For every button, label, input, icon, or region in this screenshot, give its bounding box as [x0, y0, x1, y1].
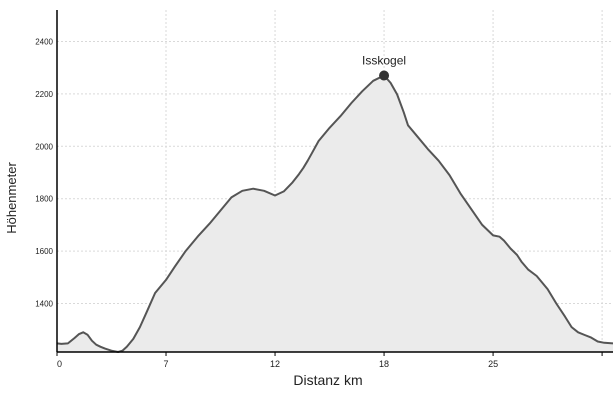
- annotation-layer: Isskogel: [362, 54, 406, 81]
- axis-layer: [56, 10, 613, 353]
- tick-layer: 1400 1600 1800 2000 2200 2400 0 7 12 18 25: [35, 37, 603, 369]
- y-tick-label: 1800: [35, 195, 53, 204]
- y-axis-title: Höhenmeter: [4, 162, 19, 234]
- y-tick-label: 1600: [35, 247, 53, 256]
- x-tick-label: 12: [270, 359, 280, 369]
- area-layer: [56, 74, 613, 353]
- x-axis-title: Distanz km: [293, 372, 362, 388]
- y-tick-label: 1400: [35, 300, 53, 309]
- y-tick-label: 2400: [35, 37, 53, 46]
- x-tick-label: 25: [488, 359, 498, 369]
- peak-label: Isskogel: [362, 54, 406, 68]
- x-tick-label: 7: [164, 359, 169, 369]
- y-tick-label: 2000: [35, 142, 53, 151]
- y-tick-label: 2200: [35, 90, 53, 99]
- elevation-area-fill: [57, 75, 613, 352]
- x-tick-label: 0: [57, 359, 62, 369]
- peak-marker: [379, 70, 390, 81]
- x-tick-label: 18: [379, 359, 389, 369]
